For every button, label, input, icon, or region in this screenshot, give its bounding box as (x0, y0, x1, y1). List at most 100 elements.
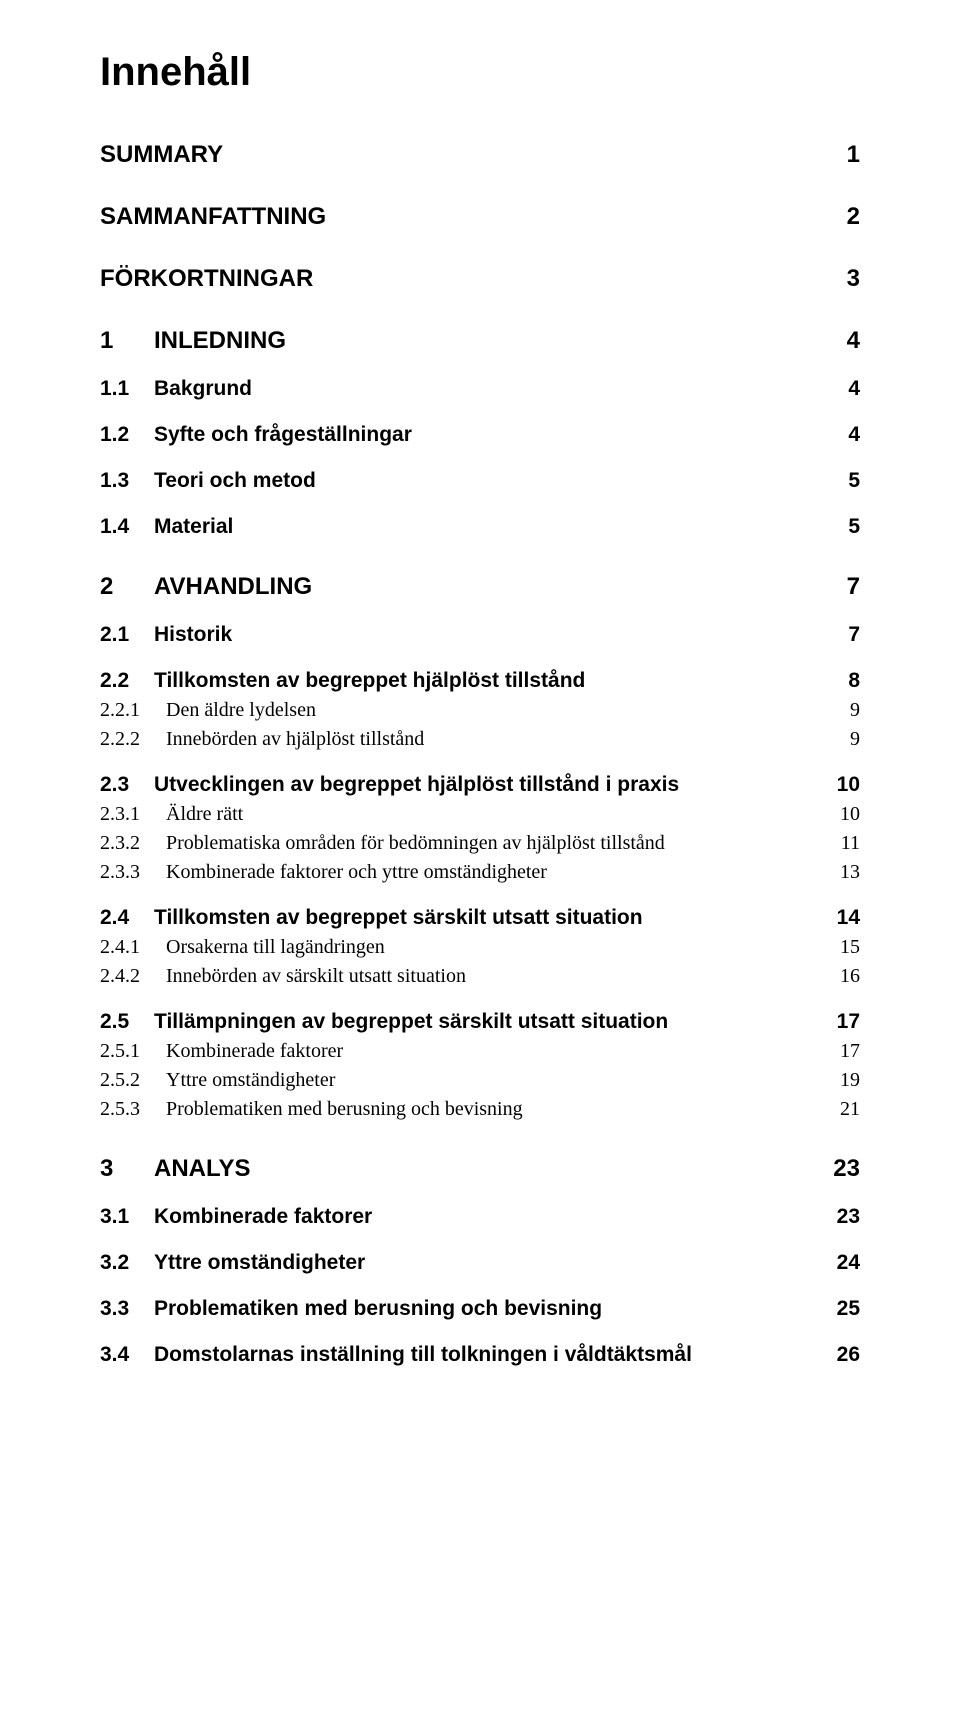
toc-entry-number: 2.4.1 (100, 936, 166, 959)
toc-entry-number: 1.2 (100, 423, 154, 447)
toc-entry: 2AVHANDLING7 (100, 573, 860, 601)
toc-entry: 2.5.3Problematiken med berusning och bev… (100, 1098, 860, 1121)
toc-entry: 2.5.1Kombinerade faktorer17 (100, 1040, 860, 1063)
toc-entry: 1.3Teori och metod5 (100, 469, 860, 493)
toc-entry: 2.2.2Innebörden av hjälplöst tillstånd9 (100, 728, 860, 751)
toc-entry-number: 2.2.1 (100, 699, 166, 722)
toc-entry-page: 4 (827, 327, 860, 355)
toc-entry-number: 1 (100, 327, 154, 355)
toc-entry: 2.2Tillkomsten av begreppet hjälplöst ti… (100, 669, 860, 693)
toc-entry: 2.5.2Yttre omständigheter19 (100, 1069, 860, 1092)
toc-entry: 2.4.1Orsakerna till lagändringen 15 (100, 936, 860, 959)
toc-entry-text: SUMMARY (100, 141, 223, 168)
toc-entry-text: INLEDNING (154, 327, 286, 354)
toc-entry-label: 3.3Problematiken med berusning och bevis… (100, 1297, 817, 1321)
toc-entry-number: 2.2 (100, 669, 154, 693)
toc-entry-text: Äldre rätt (166, 803, 243, 825)
toc-entry-page: 2 (827, 203, 860, 231)
toc-entry-page: 5 (828, 469, 860, 493)
toc-entry-page: 8 (828, 669, 860, 693)
toc-entry-page: 15 (820, 936, 860, 959)
toc-entry-number: 2.5.1 (100, 1040, 166, 1063)
toc-entry-page: 3 (827, 265, 860, 293)
toc-entry: 1.1Bakgrund4 (100, 377, 860, 401)
toc-entry: 2.1Historik7 (100, 623, 860, 647)
toc-entry-label: 2.1Historik (100, 623, 828, 647)
toc-entry-text: SAMMANFATTNING (100, 203, 326, 230)
toc-entry-text: Syfte och frågeställningar (154, 423, 412, 446)
toc-entry-label: 3ANALYS (100, 1155, 813, 1183)
toc-entry-text: Yttre omständigheter (154, 1251, 365, 1274)
toc-entry-page: 16 (820, 965, 860, 988)
toc-entry-label: 2.3Utvecklingen av begreppet hjälplöst t… (100, 773, 817, 797)
toc-entry: 2.3.2Problematiska områden för bedömning… (100, 832, 860, 855)
toc-entry-label: 2.4.2Innebörden av särskilt utsatt situa… (100, 965, 820, 988)
toc-entry: 3.2Yttre omständigheter24 (100, 1251, 860, 1275)
toc-entry-page: 10 (817, 773, 860, 797)
toc-entry-label: 1.1Bakgrund (100, 377, 828, 401)
toc-entry-page: 7 (827, 573, 860, 601)
toc-entry-number: 3.2 (100, 1251, 154, 1275)
toc-entry-text: Innebörden av hjälplöst tillstånd (166, 728, 424, 750)
toc-entry: 3.4Domstolarnas inställning till tolknin… (100, 1343, 860, 1367)
toc-entry-text: Orsakerna till lagändringen (166, 936, 385, 958)
toc-entry-page: 1 (827, 141, 860, 169)
toc-entry-number: 2.4.2 (100, 965, 166, 988)
toc-entry-number: 2.3.2 (100, 832, 166, 855)
toc-entry-text: Material (154, 515, 233, 538)
toc-entry-label: 3.4Domstolarnas inställning till tolknin… (100, 1343, 817, 1367)
toc-entry: 1INLEDNING4 (100, 327, 860, 355)
toc-entry: 2.5Tillämpningen av begreppet särskilt u… (100, 1010, 860, 1034)
toc-entry-number: 1.1 (100, 377, 154, 401)
toc-entry: 3.3Problematiken med berusning och bevis… (100, 1297, 860, 1321)
toc-entry-text: Kombinerade faktorer (154, 1205, 372, 1228)
toc-entry-text: AVHANDLING (154, 573, 312, 600)
toc-entry-text: Domstolarnas inställning till tolkningen… (154, 1343, 692, 1366)
toc-entry-text: Problematiska områden för bedömningen av… (166, 832, 665, 854)
toc-entry-label: 1.3Teori och metod (100, 469, 828, 493)
toc-entry-number: 2.3 (100, 773, 154, 797)
toc-entry-label: 2.5Tillämpningen av begreppet särskilt u… (100, 1010, 817, 1034)
toc-entry-number: 2.1 (100, 623, 154, 647)
toc-entry: 2.3.3Kombinerade faktorer och yttre omst… (100, 861, 860, 884)
toc-entry-label: 1INLEDNING (100, 327, 827, 355)
toc-entry-page: 4 (828, 423, 860, 447)
toc-entry: 3.1Kombinerade faktorer23 (100, 1205, 860, 1229)
toc-entry-label: 2AVHANDLING (100, 573, 827, 601)
toc-entry-page: 19 (820, 1069, 860, 1092)
toc-entry-page: 21 (820, 1098, 860, 1121)
toc-entry-label: SUMMARY (100, 141, 827, 169)
toc-entry-number: 2.5 (100, 1010, 154, 1034)
toc-entry-page: 9 (830, 699, 860, 722)
toc-entry-label: 1.4Material (100, 515, 828, 539)
toc-entry-text: Utvecklingen av begreppet hjälplöst till… (154, 773, 679, 796)
toc-entry: 1.4Material5 (100, 515, 860, 539)
toc-entry-page: 17 (817, 1010, 860, 1034)
toc-entry-label: 2.2Tillkomsten av begreppet hjälplöst ti… (100, 669, 828, 693)
toc-entry-number: 1.3 (100, 469, 154, 493)
toc-entry-number: 2.5.2 (100, 1069, 166, 1092)
toc-entry-page: 7 (828, 623, 860, 647)
toc-entry-text: ANALYS (154, 1155, 250, 1182)
toc-entry-page: 9 (830, 728, 860, 751)
toc-entry-page: 13 (820, 861, 860, 884)
toc-entry-text: Innebörden av särskilt utsatt situation (166, 965, 466, 987)
toc-entry-number: 3 (100, 1155, 154, 1183)
toc-entry-label: 2.5.1Kombinerade faktorer (100, 1040, 820, 1063)
toc-entry-text: Kombinerade faktorer och yttre omständig… (166, 861, 547, 883)
toc-entry-label: 2.5.2Yttre omständigheter (100, 1069, 820, 1092)
toc-entry: 3ANALYS23 (100, 1155, 860, 1183)
page-title: Innehåll (100, 50, 860, 95)
toc-entry-page: 10 (820, 803, 860, 826)
toc-entry-label: 2.3.3Kombinerade faktorer och yttre omst… (100, 861, 820, 884)
toc-entry-page: 4 (828, 377, 860, 401)
toc-entry-page: 23 (817, 1205, 860, 1229)
toc-entry-label: 1.2Syfte och frågeställningar (100, 423, 828, 447)
toc-entry-number: 3.4 (100, 1343, 154, 1367)
toc-entry-text: Problematiken med berusning och bevisnin… (154, 1297, 602, 1320)
toc-entry-number: 2 (100, 573, 154, 601)
toc-entry: SUMMARY 1 (100, 141, 860, 169)
toc-entry-label: 2.3.1Äldre rätt (100, 803, 820, 826)
toc-entry-page: 25 (817, 1297, 860, 1321)
toc-entry: FÖRKORTNINGAR3 (100, 265, 860, 293)
